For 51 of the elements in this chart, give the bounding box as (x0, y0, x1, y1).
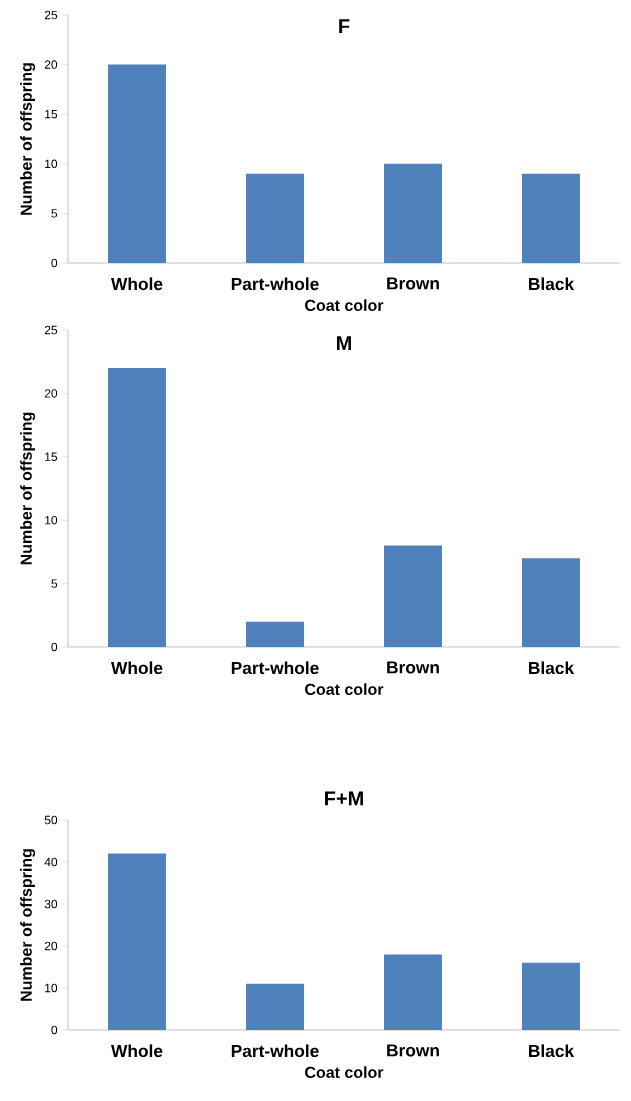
bar (246, 983, 304, 1030)
y-axis-title: Number of offspring (20, 63, 36, 215)
x-tick-label: Part-whole (231, 1044, 319, 1058)
x-tick-label: Part-whole (231, 277, 319, 291)
x-axis-title: Coat color (305, 299, 384, 312)
bar (246, 173, 304, 263)
y-tick-label: 30 (44, 899, 58, 909)
y-tick-label: 40 (44, 857, 58, 867)
y-tick-label: 15 (45, 110, 58, 119)
y-tick-label: 0 (51, 642, 58, 652)
bar (384, 163, 442, 263)
y-tick-label: 10 (45, 515, 58, 525)
y-tick-label: 50 (44, 815, 58, 825)
x-axis-title: Coat color (305, 683, 384, 696)
bar (384, 545, 442, 647)
y-tick-label: 10 (45, 983, 58, 993)
x-tick-label: Brown (387, 277, 439, 290)
y-tick-label: 10 (45, 159, 58, 169)
y-tick-label: 20 (44, 389, 58, 398)
bar (522, 962, 580, 1030)
chart-title: F (339, 19, 350, 33)
x-tick-label: Whole (111, 1044, 163, 1058)
chart-title: M (337, 336, 351, 350)
x-tick-label: Black (529, 277, 575, 291)
y-tick-label: 25 (44, 325, 58, 335)
x-tick-label: Brown (387, 1044, 439, 1057)
bar (522, 558, 580, 647)
y-tick-label: 0 (51, 258, 58, 268)
y-axis-title: Number of offspring (20, 849, 36, 1001)
y-tick-label: 5 (51, 579, 58, 588)
x-tick-label: Brown (387, 661, 439, 674)
y-tick-label: 0 (51, 1025, 58, 1035)
y-tick-label: 25 (44, 10, 58, 20)
x-axis-title: Coat color (305, 1066, 384, 1079)
y-axis-title: Number of offspring (20, 412, 36, 565)
y-tick-label: 15 (45, 452, 58, 461)
x-tick-label: Black (529, 1044, 575, 1058)
x-tick-label: Whole (111, 277, 163, 291)
y-tick-label: 20 (44, 60, 58, 69)
bar (108, 64, 166, 263)
chart-title: F+M (325, 791, 363, 806)
y-tick-label: 5 (51, 209, 58, 218)
x-tick-label: Whole (111, 661, 163, 675)
bar (246, 621, 304, 647)
x-tick-label: Black (529, 661, 575, 675)
bar (522, 173, 580, 263)
bar (384, 954, 442, 1030)
y-tick-label: 20 (44, 941, 58, 951)
bar (108, 368, 166, 647)
x-tick-label: Part-whole (231, 661, 319, 675)
bar (108, 853, 166, 1030)
